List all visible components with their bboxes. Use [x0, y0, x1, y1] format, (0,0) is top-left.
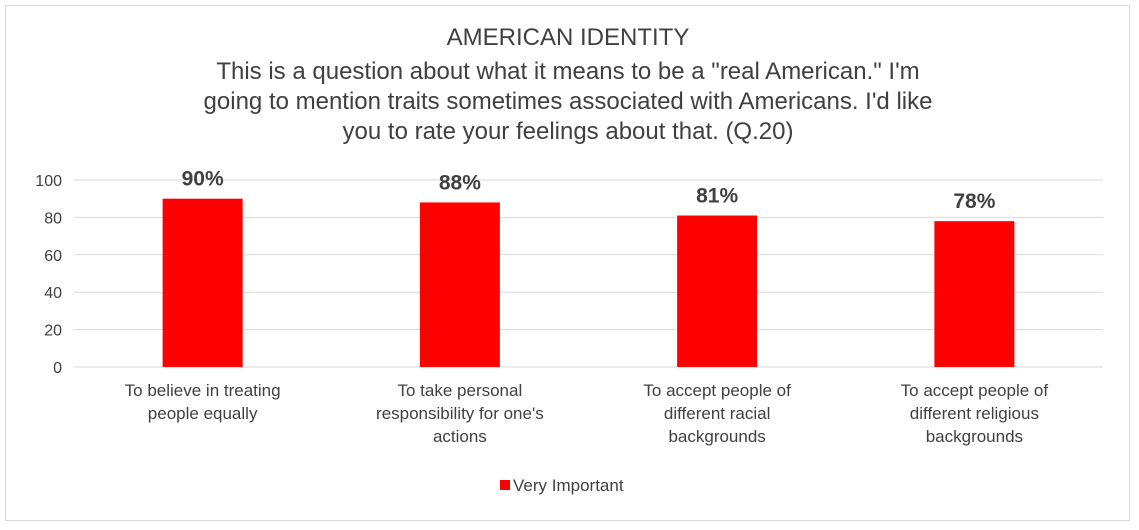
- bar-chart: AMERICAN IDENTITY This is a question abou…: [35, 24, 1103, 495]
- data-label: 90%: [182, 168, 224, 191]
- bars: [162, 198, 1015, 367]
- data-label: 81%: [696, 185, 738, 208]
- category-label: different racial: [664, 404, 770, 423]
- category-label: responsibility for one's: [376, 404, 544, 423]
- bar: [934, 221, 1015, 367]
- chart-subtitle-line: you to rate your feelings about that. (Q…: [343, 118, 794, 145]
- category-label: backgrounds: [668, 427, 765, 446]
- chart-subtitle-line: This is a question about what it means t…: [216, 58, 919, 85]
- category-label: To accept people of: [901, 381, 1049, 400]
- bar: [419, 202, 500, 367]
- legend-swatch: [500, 480, 510, 490]
- legend: Very Important: [500, 476, 624, 495]
- category-label: To take personal: [398, 381, 523, 400]
- data-labels: 90% 88% 81% 78%: [182, 168, 996, 213]
- y-tick-label: 60: [44, 248, 62, 265]
- bar: [162, 198, 243, 367]
- category-label: different religious: [910, 404, 1039, 423]
- y-tick-label: 80: [44, 210, 62, 227]
- y-tick-label: 0: [53, 360, 62, 377]
- category-label: actions: [433, 427, 487, 446]
- y-tick-label: 100: [35, 173, 62, 190]
- chart-subtitle-line: going to mention traits sometimes associ…: [204, 88, 933, 115]
- category-label: backgrounds: [926, 427, 1023, 446]
- data-label: 88%: [439, 171, 481, 194]
- y-axis-ticks: 0 20 40 60 80 100: [35, 173, 62, 377]
- category-labels: To believe in treating people equally To t…: [125, 381, 1049, 446]
- y-tick-label: 40: [44, 285, 62, 302]
- data-label: 78%: [953, 190, 995, 213]
- chart-title-group: AMERICAN IDENTITY This is a question abou…: [204, 24, 933, 145]
- category-label: To believe in treating: [125, 381, 281, 400]
- gridlines: [74, 179, 1103, 368]
- chart-frame: AMERICAN IDENTITY This is a question abou…: [5, 5, 1130, 521]
- y-tick-label: 20: [44, 323, 62, 340]
- category-label: To accept people of: [643, 381, 791, 400]
- legend-label: Very Important: [513, 476, 624, 495]
- category-label: people equally: [148, 404, 258, 423]
- bar: [677, 215, 758, 367]
- chart-title: AMERICAN IDENTITY: [447, 24, 690, 51]
